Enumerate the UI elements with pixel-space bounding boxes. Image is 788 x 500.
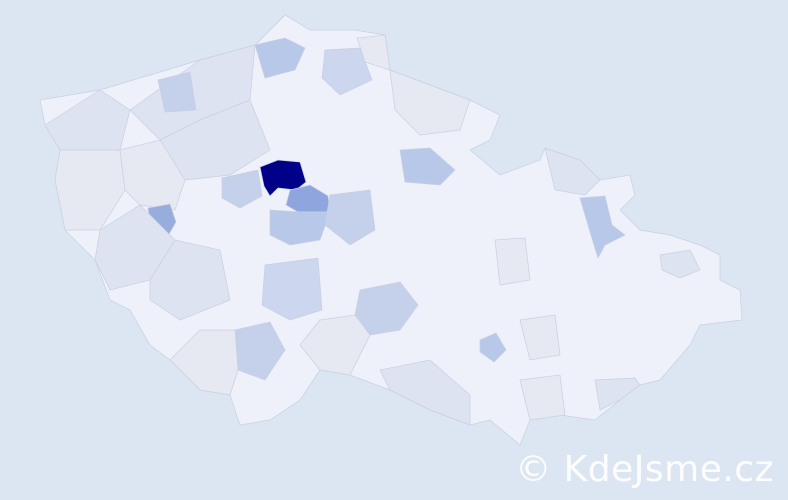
- region[interactable]: [44, 89, 131, 151]
- region[interactable]: [659, 249, 701, 279]
- region[interactable]: [594, 377, 641, 411]
- region[interactable]: [157, 71, 197, 113]
- region[interactable]: [169, 329, 239, 396]
- region[interactable]: [519, 374, 566, 421]
- region[interactable]: [389, 69, 471, 136]
- region[interactable]: [544, 147, 601, 196]
- region[interactable]: [494, 237, 531, 286]
- region[interactable]: [299, 314, 371, 376]
- region[interactable]: [321, 47, 373, 96]
- region[interactable]: [479, 332, 507, 363]
- region[interactable]: [324, 189, 376, 246]
- region[interactable]: [149, 239, 231, 321]
- watermark: © KdeJsme.cz: [515, 449, 774, 490]
- region[interactable]: [379, 359, 471, 426]
- region[interactable]: [399, 147, 456, 186]
- region[interactable]: [119, 139, 186, 211]
- region[interactable]: [261, 257, 323, 321]
- region[interactable]: [579, 195, 626, 259]
- region[interactable]: [356, 34, 391, 71]
- region[interactable]: [254, 37, 306, 79]
- region[interactable]: [519, 314, 561, 361]
- region[interactable]: [221, 169, 263, 209]
- districts: [44, 34, 701, 426]
- region[interactable]: [269, 209, 331, 246]
